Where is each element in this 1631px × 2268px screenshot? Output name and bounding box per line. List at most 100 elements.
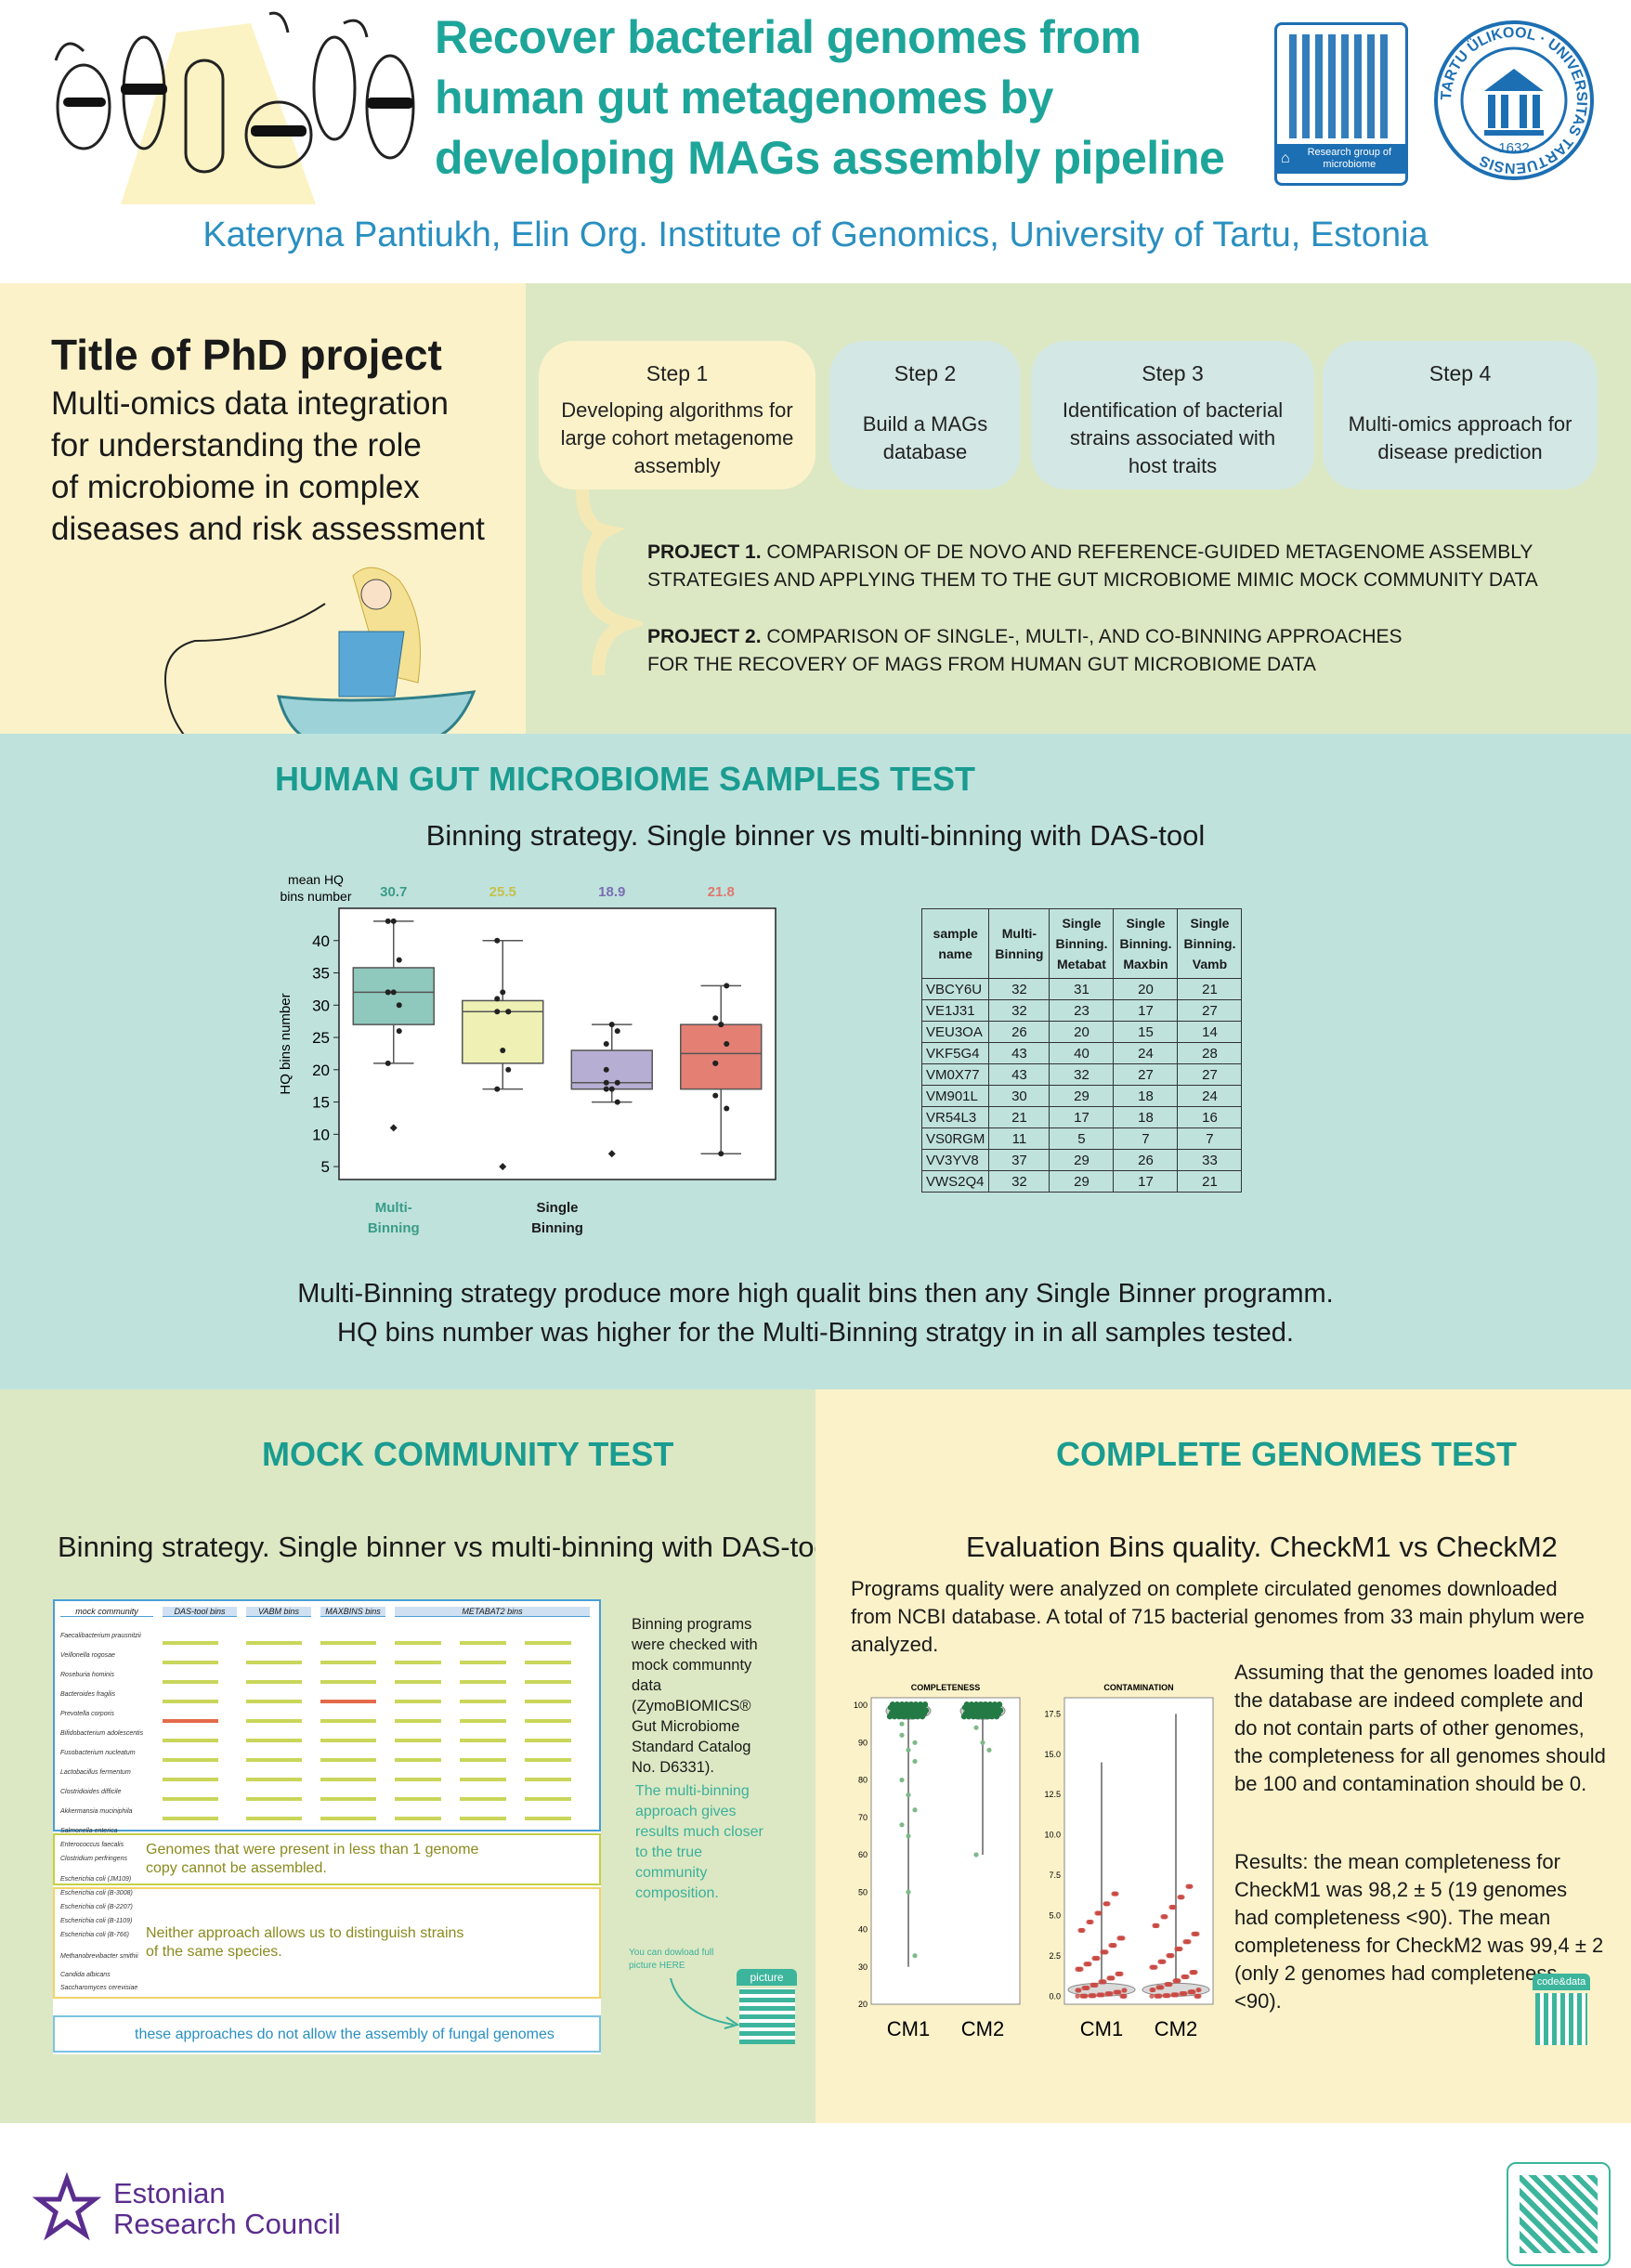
data-point	[1091, 1955, 1097, 1962]
table-cell: 31	[1049, 978, 1115, 1000]
mean-label: bins number	[280, 889, 351, 904]
project-label: PROJECT 2.	[647, 626, 762, 647]
qr-code-icon	[1289, 34, 1393, 138]
species-label: Escherichia coli (JM109)	[60, 1876, 132, 1883]
data-point	[1181, 1974, 1186, 1980]
phd-line: diseases and risk assessment	[51, 511, 485, 547]
mock-col-header: METABAT2 bins	[395, 1607, 590, 1617]
y-tick-label: 15	[312, 1094, 330, 1112]
abundance-bar	[395, 1641, 441, 1645]
table-cell: VWS2Q4	[920, 1170, 990, 1193]
table-cell: 20	[1049, 1021, 1115, 1043]
table-cell: 18	[1113, 1106, 1179, 1128]
table-cell: 43	[988, 1042, 1050, 1064]
table-cell: VM901L	[920, 1085, 990, 1107]
abundance-bar	[163, 1778, 218, 1781]
abundance-bar	[163, 1641, 218, 1645]
table-cell: 27	[1177, 999, 1243, 1022]
data-point	[980, 1740, 985, 1745]
council-emblem-icon	[32, 2171, 102, 2241]
step-label: Step 2	[894, 361, 957, 385]
project-line: COMPARISON OF SINGLE-, MULTI-, AND CO-BI…	[766, 626, 1403, 647]
authors-line: Kateryna Pantiukh, Elin Org. Institute o…	[202, 215, 1429, 254]
data-point	[906, 1747, 911, 1753]
phd-line: Multi-omics data integration	[51, 385, 449, 422]
mock-note-3: these approaches do not allow the assemb…	[135, 2027, 555, 2042]
data-point	[1149, 1964, 1155, 1970]
table-cell: 23	[1049, 999, 1115, 1022]
table-cell: VR54L3	[920, 1106, 990, 1128]
research-group-qr[interactable]: ⌂ Research group of microbiome	[1274, 22, 1408, 186]
table-cell: 24	[1113, 1042, 1179, 1064]
code-data-qr[interactable]: code&data	[1533, 1974, 1590, 2053]
abundance-bar	[246, 1661, 302, 1664]
project-line: STRATEGIES AND APPLYING THEM TO THE GUT …	[647, 569, 1538, 591]
data-point	[1195, 1987, 1201, 1993]
box	[462, 999, 544, 1064]
data-point	[1088, 1993, 1093, 1999]
abundance-bar	[525, 1817, 571, 1820]
data-point	[897, 1710, 905, 1717]
data-point	[1075, 1988, 1080, 1993]
mean-label: mean HQ	[288, 872, 344, 887]
data-point	[1177, 1895, 1182, 1900]
data-point	[986, 1747, 992, 1753]
abundance-bar	[320, 1817, 376, 1820]
abundance-bar	[460, 1680, 506, 1684]
table-cell: 21	[988, 1106, 1050, 1128]
abundance-bar	[246, 1817, 302, 1820]
data-point	[1077, 1927, 1083, 1934]
title-line-1: Recover bacterial genomes from	[435, 11, 1142, 63]
data-point	[963, 1701, 971, 1708]
data-point	[891, 1713, 898, 1720]
outlier	[607, 1150, 616, 1158]
table-cell: 33	[1177, 1149, 1243, 1171]
table-cell: 29	[1049, 1170, 1115, 1193]
data-point	[1194, 1993, 1199, 1999]
mock-figure: mock community DAS-tool bins VABM bins MAXB…	[53, 1599, 601, 2054]
step-label: Step 3	[1142, 361, 1204, 385]
conclusion-line: HQ bins number was higher for the Multi-…	[337, 1318, 1294, 1348]
picture-qr[interactable]: picture	[737, 1969, 797, 2048]
data-point	[968, 1701, 975, 1708]
data-point	[899, 1822, 905, 1828]
y-tick-label: 30	[858, 1962, 868, 1972]
table-row: VKF5G4 43 40 24 28	[920, 1042, 1243, 1064]
table-cell: 7	[1177, 1127, 1243, 1150]
abundance-bar	[395, 1817, 441, 1820]
data-point	[712, 1060, 719, 1066]
table-cell: 20	[1113, 978, 1179, 1000]
data-point	[1104, 1991, 1110, 1997]
abundance-bar	[246, 1739, 302, 1742]
y-tick-label: 17.5	[1044, 1709, 1061, 1718]
outlier	[499, 1163, 507, 1171]
project-2: PROJECT 2. COMPARISON OF SINGLE-, MULTI-…	[647, 623, 1623, 679]
step-bracket	[568, 483, 649, 682]
y-tick-label: 50	[858, 1887, 868, 1897]
abundance-bar	[395, 1778, 441, 1781]
table-cell: 27	[1113, 1063, 1179, 1086]
table-cell: 32	[988, 999, 1050, 1022]
step-text: Build a MAGs database	[862, 412, 988, 463]
footer-qr[interactable]	[1507, 2162, 1611, 2266]
table-header: Multi- Binning	[988, 908, 1050, 979]
data-point	[1113, 1989, 1118, 1995]
species-label: Faecalibacterium prausnitzii	[60, 1633, 141, 1639]
data-point	[1149, 1993, 1155, 1999]
box	[352, 967, 435, 1025]
group-mean: 30.7	[380, 884, 407, 900]
table-cell: 43	[988, 1063, 1050, 1086]
data-point	[903, 1701, 910, 1708]
abundance-bar	[525, 1739, 571, 1742]
mock-side-highlight: The multi-binning approach gives results…	[635, 1783, 763, 1901]
data-point	[889, 1701, 896, 1708]
list-item: Prevotella corporis	[60, 1711, 594, 1724]
abundance-bar	[163, 1661, 218, 1664]
data-point	[899, 1777, 905, 1783]
species-label: Veillonella rogosae	[60, 1652, 115, 1659]
x-category-label: CM2	[961, 2017, 1004, 2040]
title-line-2: human gut metagenomes by	[435, 72, 1053, 124]
abundance-bar	[246, 1778, 302, 1781]
abundance-bar	[320, 1641, 376, 1645]
data-point	[1149, 1987, 1155, 1993]
